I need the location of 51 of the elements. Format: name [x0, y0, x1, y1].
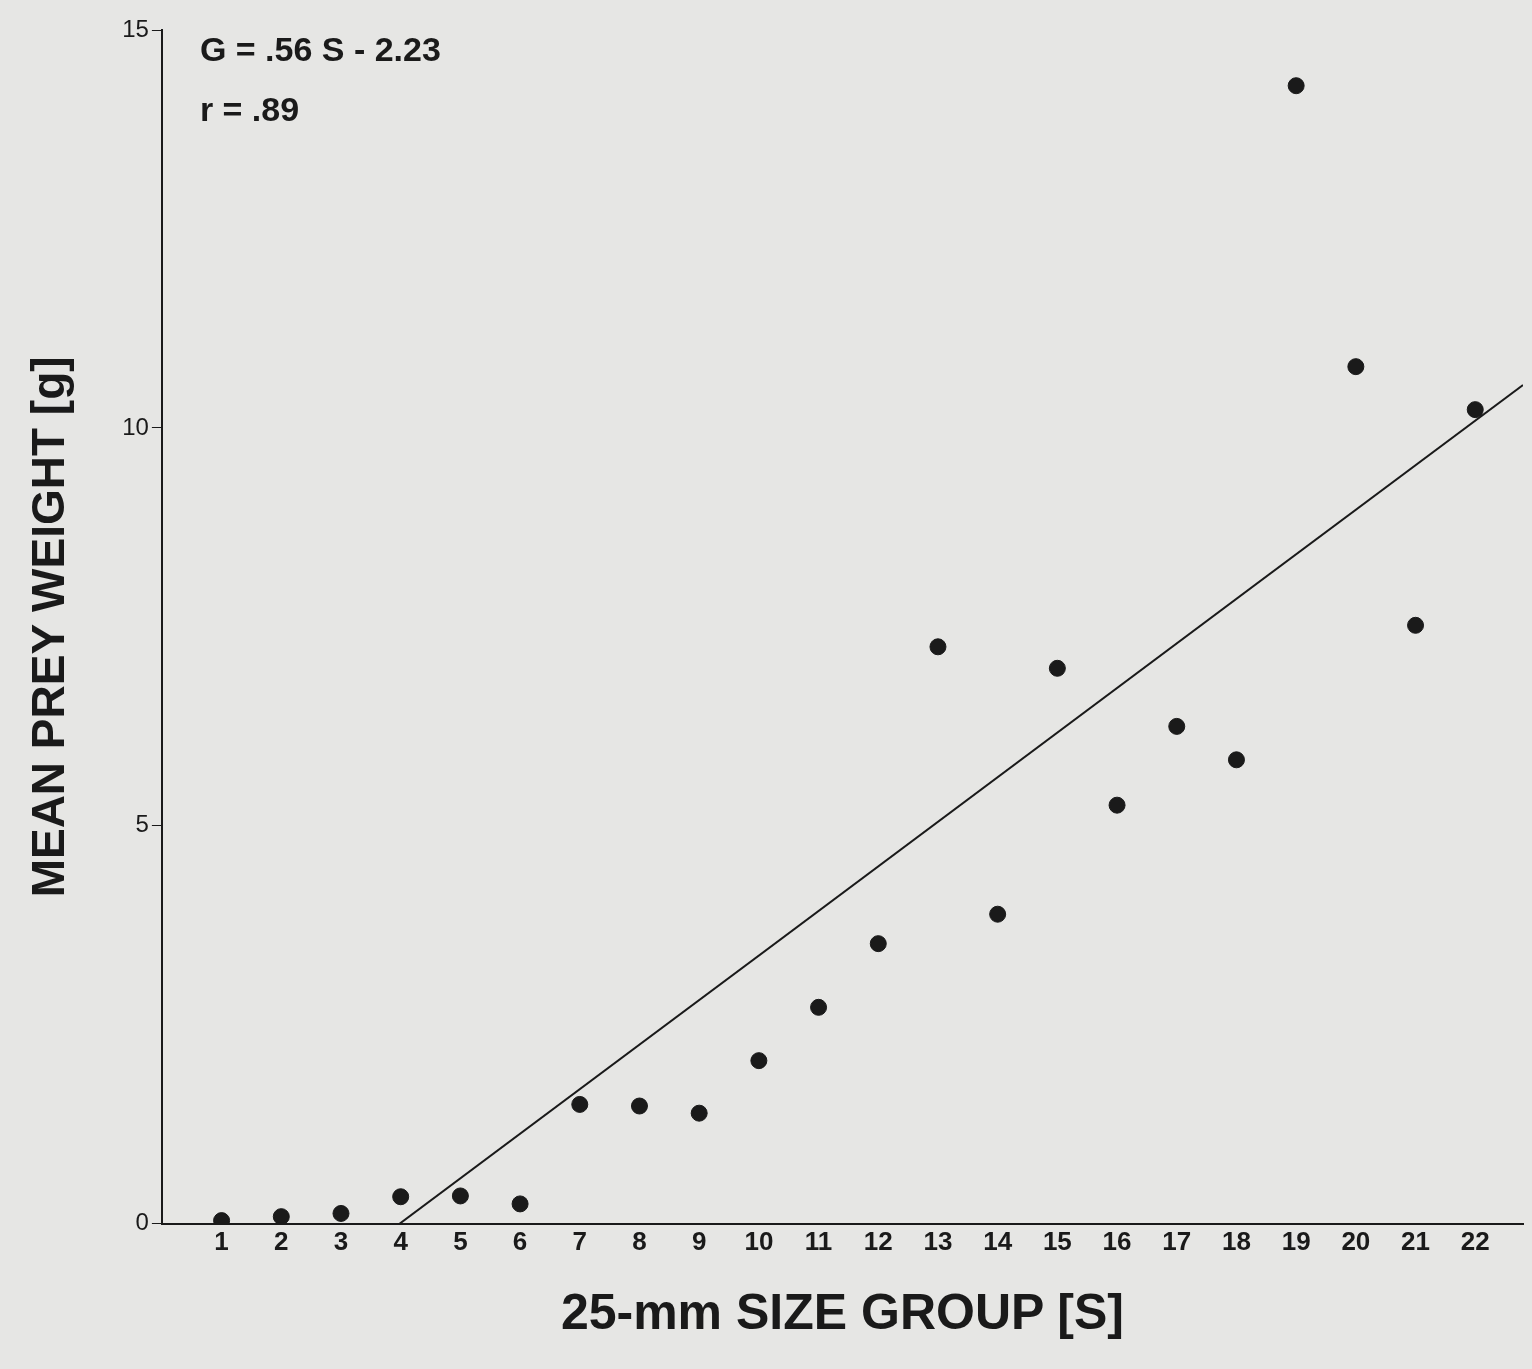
x-tick-label: 8 [632, 1225, 647, 1256]
x-tick-label: 19 [1281, 1225, 1311, 1256]
point [630, 1097, 648, 1115]
point [810, 998, 828, 1016]
x-tick-label: 3 [333, 1225, 349, 1256]
x-tick-label: 13 [923, 1225, 953, 1256]
annotation: G = .56 S - 2.23 [199, 30, 441, 69]
x-tick-label: 14 [983, 1225, 1013, 1256]
point [750, 1052, 768, 1070]
point [571, 1095, 589, 1113]
x-tick-label: 16 [1102, 1225, 1132, 1256]
x-tick-label: 4 [393, 1225, 409, 1256]
x-tick-label: 7 [572, 1225, 588, 1256]
x-tick-label: 17 [1162, 1225, 1192, 1256]
x-axis-title: 25-mm SIZE GROUP [S] [560, 1283, 1124, 1340]
x-tick-label: 21 [1401, 1225, 1431, 1256]
x-tick-label: 9 [691, 1225, 707, 1256]
point [392, 1188, 410, 1206]
point [272, 1208, 290, 1224]
point [690, 1104, 708, 1122]
point [1108, 796, 1126, 814]
x-tick-label: 2 [274, 1225, 289, 1256]
point [929, 638, 947, 656]
y-tick-label: 10 [122, 412, 149, 440]
point [1227, 751, 1245, 769]
point [1168, 717, 1186, 735]
x-tick-label: 22 [1460, 1225, 1490, 1256]
point [511, 1195, 529, 1213]
point [1048, 659, 1066, 677]
y-tick-label: 5 [135, 810, 149, 838]
x-tick-label: 6 [512, 1225, 528, 1256]
y-tick-label: 0 [135, 1208, 149, 1236]
point [869, 935, 887, 953]
x-tick-label: 10 [744, 1225, 774, 1256]
point [1287, 77, 1305, 95]
x-tick-label: 15 [1042, 1225, 1072, 1256]
point [1407, 616, 1425, 634]
point [1466, 401, 1484, 419]
point [451, 1187, 469, 1205]
y-tick-label: 15 [122, 14, 149, 42]
x-tick-label: 20 [1341, 1225, 1371, 1256]
y-axis-title: MEAN PREY WEIGHT [g] [22, 356, 75, 898]
x-tick-label: 12 [863, 1225, 893, 1256]
x-tick-label: 5 [453, 1225, 468, 1256]
x-tick-label: 1 [214, 1225, 229, 1256]
annotation: r = .89 [199, 90, 300, 129]
point [332, 1204, 350, 1222]
point [1347, 358, 1365, 376]
x-tick-label: 18 [1221, 1225, 1251, 1256]
x-tick-label: 11 [804, 1225, 833, 1256]
point [989, 905, 1007, 923]
